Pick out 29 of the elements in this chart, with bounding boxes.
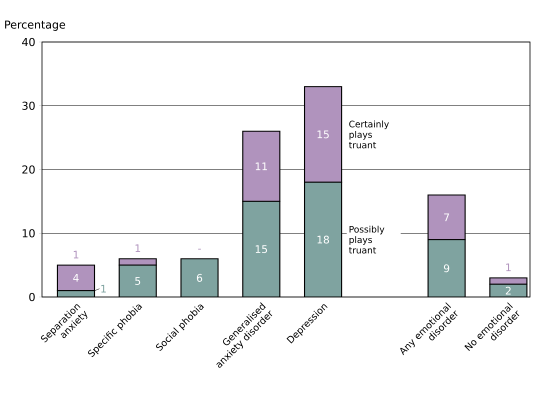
data-label: 9 [444,264,450,272]
y-tick-label: 10 [22,229,35,238]
y-tick-label: 0 [29,292,35,302]
y-axis-title: Percentage [5,20,66,31]
bar [428,194,466,240]
bar [242,200,280,297]
annotation: 1 [74,250,78,258]
bar [304,182,342,297]
data-label: - [198,248,201,250]
data-label: 2 [506,286,511,295]
bar [118,264,157,297]
y-tick-label: 40 [22,38,35,46]
data-label: 15 [318,130,329,138]
y-tick-label: 30 [22,102,35,110]
y-tick-label: 20 [22,165,35,174]
bar [180,258,219,297]
data-label: 11 [256,162,267,170]
data-label: 5 [135,277,140,285]
bar [428,239,466,297]
series-label: Certainly plays truant [348,120,389,148]
data-label: 7 [444,214,450,222]
data-label: 18 [318,236,329,244]
data-label: 1 [136,244,140,252]
data-label: 1 [506,264,511,272]
data-label: 15 [256,245,268,254]
data-label: 6 [196,274,202,282]
data-label: 1 [101,284,106,293]
series-label: Possibly plays truant [348,226,384,254]
data-label: 4 [73,274,79,282]
